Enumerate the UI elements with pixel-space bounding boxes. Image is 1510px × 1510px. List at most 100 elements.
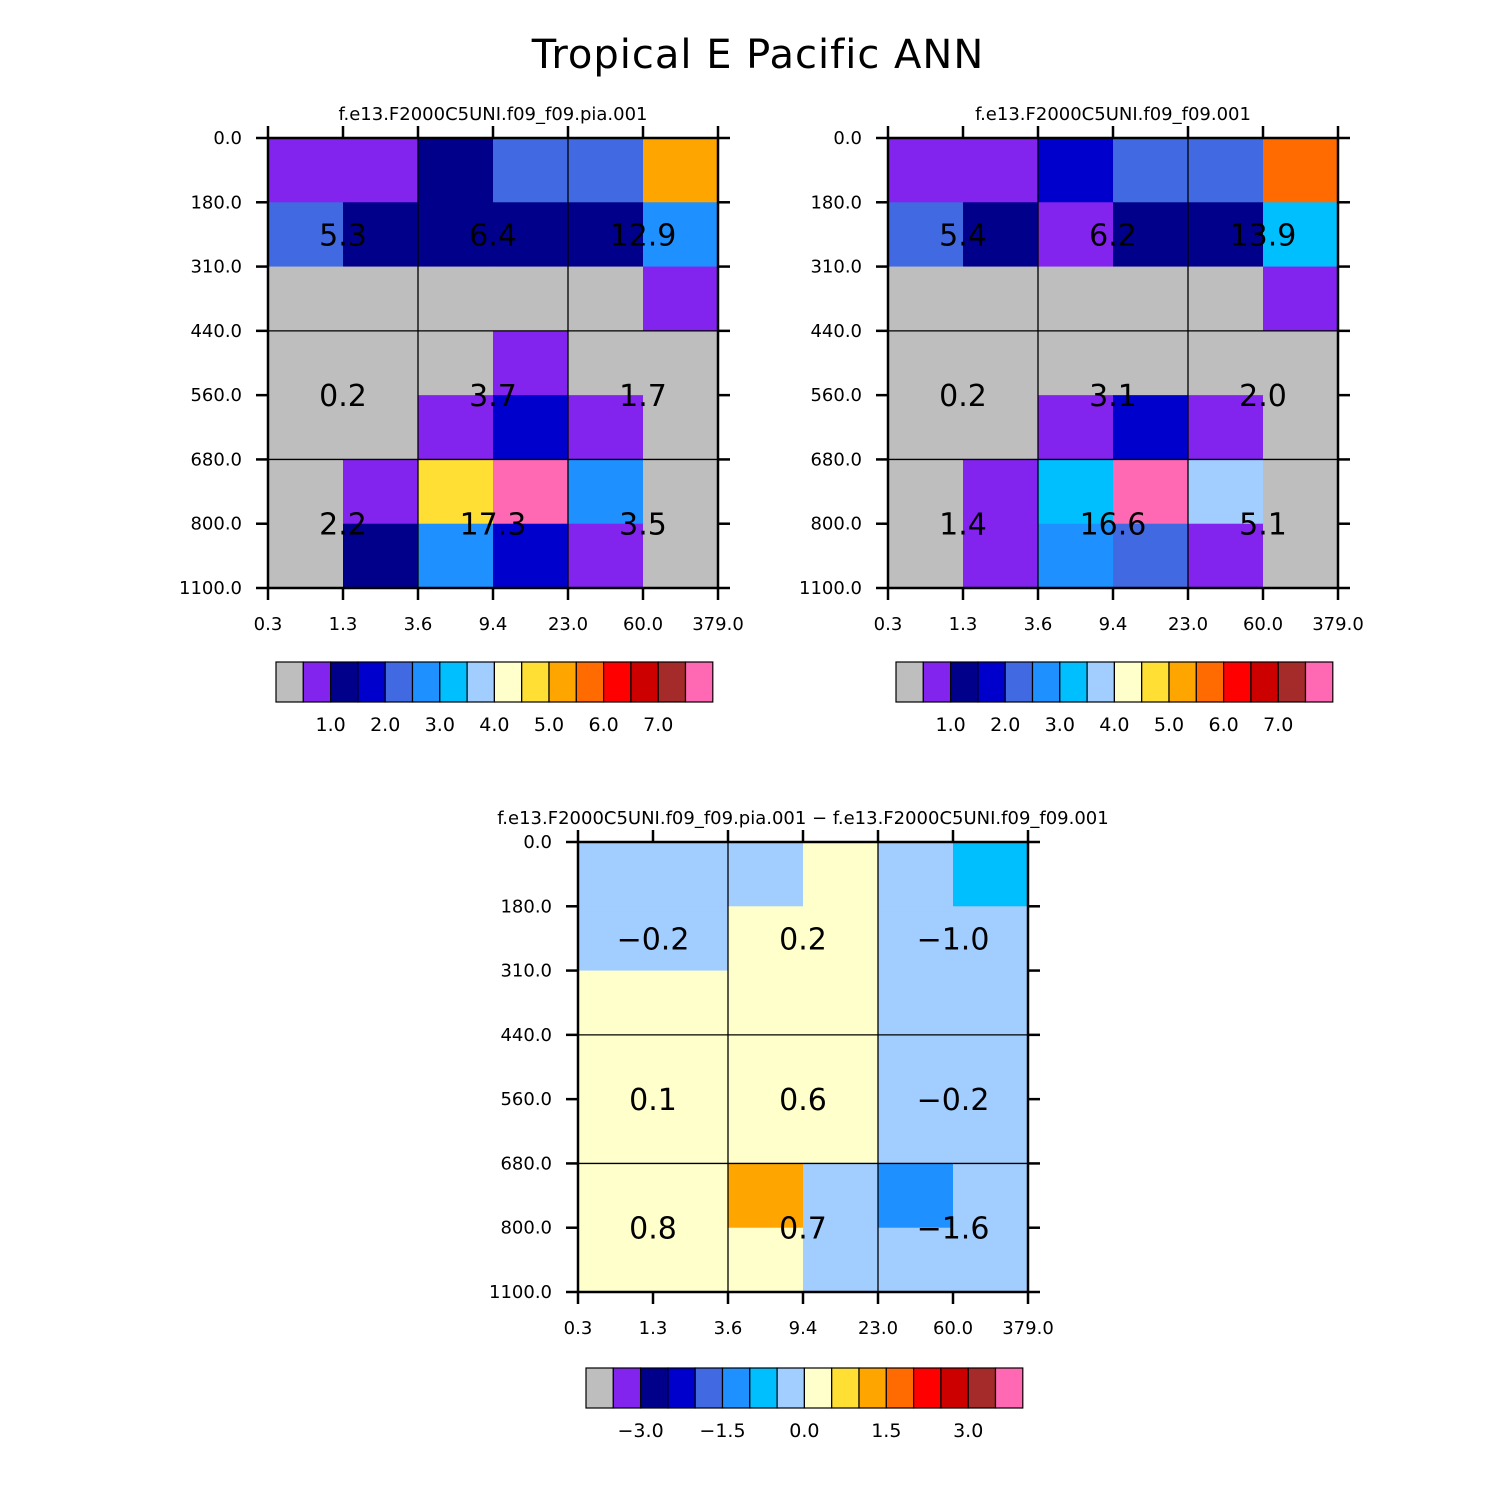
panel-diff-block-value: 0.8 bbox=[629, 1212, 677, 1247]
panel-pia-block-value: 1.7 bbox=[619, 379, 667, 414]
panel-control-cell bbox=[888, 330, 964, 396]
panel-diff-colorbar-box bbox=[831, 1367, 860, 1409]
panel-control-cell bbox=[1113, 523, 1189, 589]
panel-diff-colorbar-label: 3.0 bbox=[953, 1420, 983, 1442]
panel-pia-colorbar-label: 4.0 bbox=[479, 714, 509, 736]
panel-diff-cell bbox=[953, 970, 1029, 1036]
panel-control-cell bbox=[963, 266, 1039, 332]
panel-pia-x-tick-label: 9.4 bbox=[479, 614, 508, 635]
panel-pia-cell bbox=[418, 395, 494, 460]
panel-pia-y-tick-label: 0.0 bbox=[213, 128, 242, 149]
panel-diff-colorbar-box bbox=[585, 1367, 614, 1409]
panel-pia-y-tick-label: 1100.0 bbox=[179, 578, 242, 599]
panel-pia-cell bbox=[493, 523, 569, 589]
panel-diff-y-tick-label: 440.0 bbox=[500, 1025, 552, 1046]
panel-diff-cell bbox=[878, 1227, 954, 1293]
panel-pia-block-value: 0.2 bbox=[319, 379, 367, 414]
panel-control-y-tick-label: 680.0 bbox=[810, 449, 862, 470]
panel-pia-colorbar-box bbox=[357, 661, 386, 703]
panel-diff-cell bbox=[728, 906, 804, 972]
panel-pia-x-tick-label: 60.0 bbox=[623, 614, 663, 635]
panel-control-block-value: 13.9 bbox=[1230, 218, 1297, 253]
panel-pia-colorbar-label: 7.0 bbox=[643, 714, 673, 736]
panel-control-colorbar-label: 1.0 bbox=[935, 714, 965, 736]
panel-control-colorbar-box bbox=[1168, 661, 1197, 703]
panel-diff-cell bbox=[878, 1034, 954, 1100]
panel-diff-cell bbox=[953, 1227, 1029, 1293]
panel-pia-colorbar-box bbox=[439, 661, 468, 703]
panel-control-cell bbox=[1113, 330, 1189, 396]
panel-pia-cell bbox=[643, 202, 719, 268]
panel-control-cell bbox=[1188, 266, 1264, 332]
panel-control-block-value: 6.2 bbox=[1089, 218, 1137, 253]
panel-pia-colorbar-box bbox=[330, 661, 359, 703]
panel-diff-colorbar-label: −3.0 bbox=[618, 1420, 664, 1442]
panel-pia-colorbar-box bbox=[384, 661, 414, 703]
panel-diff-colorbar-box bbox=[612, 1367, 642, 1409]
panel-control-cell bbox=[1263, 138, 1339, 203]
panel-pia-colorbar-box bbox=[548, 661, 577, 703]
panel-pia-cell bbox=[643, 395, 719, 460]
panel-pia-colorbar-box bbox=[602, 661, 632, 703]
panel-diff-x-tick-label: 3.6 bbox=[714, 1318, 743, 1339]
panel-control-cell bbox=[888, 395, 964, 460]
panel-control-colorbar-box bbox=[949, 661, 979, 703]
panel-diff-cell bbox=[803, 842, 879, 907]
panel-pia-cell bbox=[568, 395, 644, 460]
panel-diff-cell bbox=[803, 906, 879, 972]
panel-pia-colorbar-label: 6.0 bbox=[588, 714, 618, 736]
panel-control-y-tick-label: 1100.0 bbox=[799, 578, 862, 599]
panel-pia-x-tick-label: 379.0 bbox=[692, 614, 744, 635]
panel-diff-cell bbox=[728, 842, 804, 907]
panel-diff-y-tick-label: 1100.0 bbox=[489, 1282, 552, 1303]
panel-diff-colorbar-label: −1.5 bbox=[699, 1420, 745, 1442]
panel-diff-cell bbox=[653, 1227, 729, 1293]
panel-pia-block-value: 3.7 bbox=[469, 379, 517, 414]
panel-control-colorbar-label: 2.0 bbox=[990, 714, 1020, 736]
panel-control-cell bbox=[1188, 395, 1264, 460]
panel-control-block-value: 5.1 bbox=[1239, 508, 1287, 543]
panel-control-x-tick-label: 3.6 bbox=[1024, 614, 1053, 635]
panel-control-colorbar-box bbox=[1141, 661, 1170, 703]
panel-diff-block-value: 0.7 bbox=[779, 1212, 827, 1247]
panel-control-y-tick-label: 800.0 bbox=[810, 514, 862, 535]
panel-control-colorbar-box bbox=[977, 661, 1006, 703]
panel-diff-cell bbox=[578, 906, 654, 972]
panel-control-block-value: 2.0 bbox=[1239, 379, 1287, 414]
panel-pia-colorbar-box bbox=[275, 661, 304, 703]
panel-pia-colorbar-box bbox=[684, 661, 714, 703]
panel-control-x-tick-label: 0.3 bbox=[874, 614, 903, 635]
panel-control-cell bbox=[1038, 266, 1114, 332]
panel-control-cell bbox=[963, 138, 1039, 203]
panel-pia-colorbar-box bbox=[521, 661, 550, 703]
panel-control-cell bbox=[1263, 459, 1339, 525]
panel-pia-colorbar-label: 3.0 bbox=[425, 714, 455, 736]
panel-control-cell bbox=[963, 459, 1039, 525]
panel-diff-cell bbox=[803, 970, 879, 1036]
panel-diff-colorbar-box bbox=[776, 1367, 805, 1409]
panel-diff-cell bbox=[803, 1227, 879, 1293]
panel-control-x-tick-label: 60.0 bbox=[1243, 614, 1283, 635]
panel-pia-x-tick-label: 3.6 bbox=[404, 614, 433, 635]
panel-pia-y-tick-label: 680.0 bbox=[190, 449, 242, 470]
panel-pia-cell bbox=[418, 138, 494, 203]
panel-pia-cell bbox=[568, 523, 644, 589]
panel-control-cell bbox=[888, 266, 964, 332]
panel-pia-cell bbox=[643, 138, 719, 203]
panel-control-block-value: 3.1 bbox=[1089, 379, 1137, 414]
panel-control-cell bbox=[1188, 523, 1264, 589]
panel-diff-colorbar-box bbox=[967, 1367, 997, 1409]
panel-control-cell bbox=[888, 523, 964, 589]
panel-pia-block-value: 17.3 bbox=[460, 508, 527, 543]
panel-pia-y-tick-label: 440.0 bbox=[190, 321, 242, 342]
panel-pia-cell bbox=[568, 459, 644, 525]
panel-control-y-tick-label: 180.0 bbox=[810, 192, 862, 213]
panel-diff-colorbar-box bbox=[858, 1367, 887, 1409]
panel-control-colorbar-box bbox=[1222, 661, 1252, 703]
panel-pia-cell bbox=[268, 459, 344, 525]
panel-control-x-tick-label: 379.0 bbox=[1312, 614, 1364, 635]
panel-control-y-tick-label: 560.0 bbox=[810, 385, 862, 406]
panel-diff-cell bbox=[953, 1034, 1029, 1100]
panel-diff-cell bbox=[878, 970, 954, 1036]
panel-diff-y-tick-label: 560.0 bbox=[500, 1089, 552, 1110]
